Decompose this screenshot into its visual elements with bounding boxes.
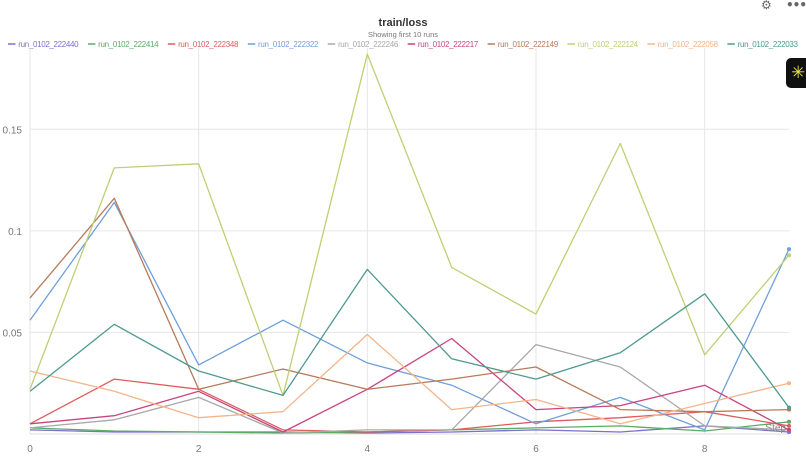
legend-item[interactable]: run_0102_222058 [647, 40, 719, 49]
legend-item[interactable]: run_0102_222217 [407, 40, 479, 49]
legend-label: run_0102_222246 [338, 40, 399, 49]
series-endpoint [787, 253, 791, 258]
legend-label: run_0102_222348 [178, 40, 239, 49]
y-tick-label: 0.15 [3, 125, 23, 136]
series-line[interactable] [29, 378, 790, 433]
chart-title: train/loss [379, 17, 428, 29]
legend-label: run_0102_222058 [658, 40, 719, 49]
legend-label: run_0102_222149 [498, 40, 559, 49]
legend-label: run_0102_222124 [578, 40, 639, 49]
x-tick-label: 8 [702, 444, 708, 455]
gear-icon[interactable]: ⚙ [761, 0, 772, 12]
legend-item[interactable]: run_0102_222322 [247, 40, 319, 49]
series-endpoint [787, 247, 791, 252]
series-endpoint [787, 405, 791, 410]
series-lines [29, 53, 791, 434]
y-tick-label: 0.1 [8, 227, 22, 238]
series-endpoint [787, 427, 791, 432]
series-endpoint [787, 419, 791, 424]
series-line[interactable] [29, 333, 790, 425]
legend-label: run_0102_222033 [738, 40, 799, 49]
grid [29, 48, 789, 435]
series-line[interactable] [29, 53, 790, 397]
x-axis-ticks: 0 2 4 6 8 [27, 444, 708, 455]
series-line[interactable] [29, 337, 790, 433]
y-axis-ticks: 0.05 0.1 0.15 [3, 125, 23, 339]
legend-label: run_0102_222414 [98, 40, 159, 49]
x-axis-label: Step [765, 423, 786, 434]
x-tick-label: 0 [27, 444, 33, 455]
x-tick-label: 2 [196, 444, 202, 455]
chart-subtitle: Showing first 10 runs [368, 30, 438, 39]
legend-item[interactable]: run_0102_222124 [567, 40, 639, 49]
series-line[interactable] [29, 197, 790, 413]
legend-item[interactable]: run_0102_222033 [727, 40, 799, 49]
legend-label: run_0102_222440 [18, 40, 79, 49]
x-tick-label: 6 [533, 444, 539, 455]
legend-label: run_0102_222217 [418, 40, 479, 49]
legend-item[interactable]: run_0102_222348 [167, 40, 239, 49]
x-tick-label: 4 [365, 444, 371, 455]
y-tick-label: 0.05 [3, 328, 23, 339]
series-endpoint [787, 423, 791, 428]
legend-item[interactable]: run_0102_222149 [487, 40, 559, 49]
series-line[interactable] [29, 268, 790, 408]
series-endpoint [787, 381, 791, 386]
legend-item[interactable]: run_0102_222440 [8, 40, 79, 49]
legend-item[interactable]: run_0102_222414 [87, 40, 159, 49]
series-line[interactable] [29, 201, 790, 431]
assistant-badge-icon[interactable]: ✳ [786, 58, 806, 88]
more-options-icon[interactable]: ••• [786, 0, 806, 12]
legend-label: run_0102_222322 [258, 40, 319, 49]
series-line[interactable] [29, 343, 790, 434]
legend: run_0102_222440 run_0102_222414 run_0102_2… [8, 40, 799, 49]
legend-item[interactable]: run_0102_222246 [327, 40, 399, 49]
